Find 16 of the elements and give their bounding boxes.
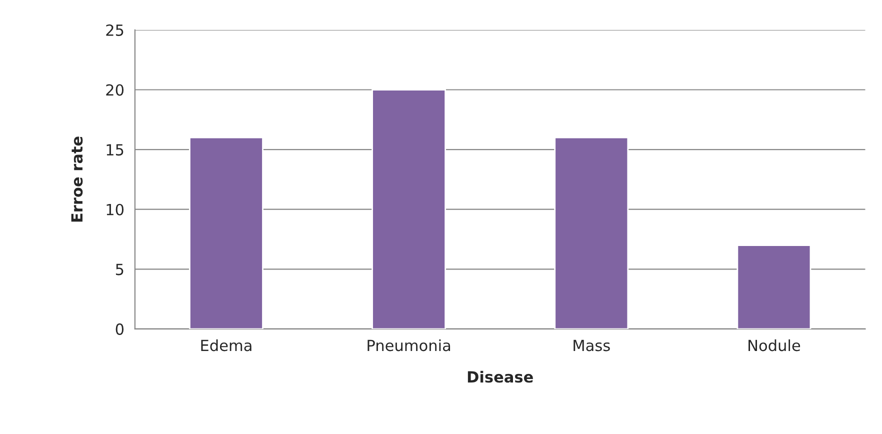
y-tick-label: 0 — [116, 323, 124, 335]
x-axis-title: Disease — [468, 370, 533, 383]
bar — [189, 136, 264, 329]
y-tick-label: 20 — [106, 84, 124, 96]
x-tick-label: Nodule — [748, 339, 800, 352]
x-tick-label: Pneumonia — [368, 339, 450, 352]
x-tick-label: Mass — [574, 340, 610, 352]
y-tick-label: 15 — [106, 144, 124, 156]
bar — [736, 244, 812, 329]
y-tick-label: 25 — [106, 24, 124, 36]
bar — [554, 136, 629, 329]
x-tick-label: Edema — [201, 339, 252, 352]
y-tick-label: 10 — [106, 204, 124, 216]
y-axis-title: Erroe rate — [71, 136, 83, 222]
bar — [372, 89, 446, 329]
y-tick-label: 5 — [116, 264, 124, 276]
